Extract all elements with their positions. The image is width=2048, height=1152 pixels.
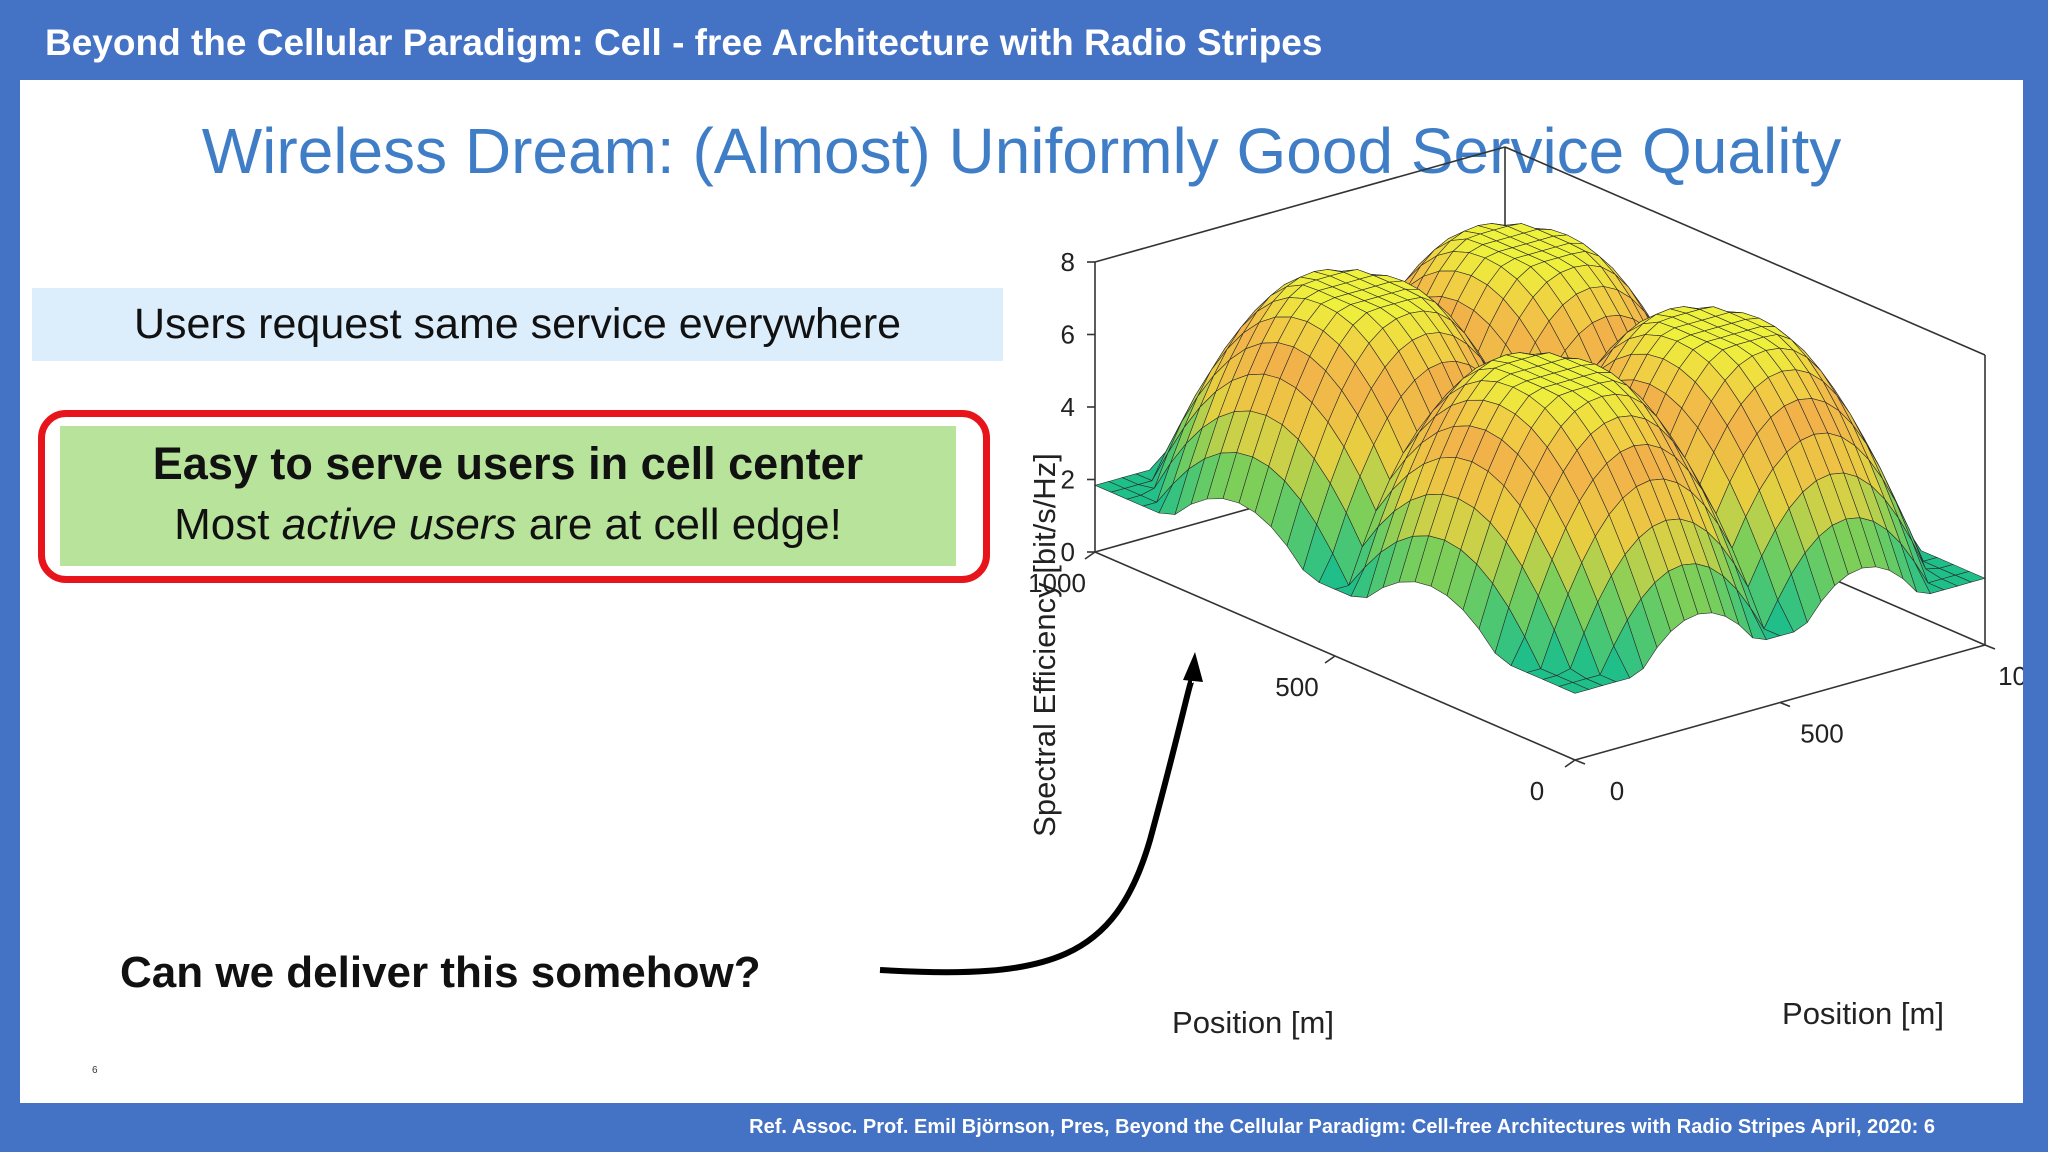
z-tick-label: 8: [1061, 247, 1075, 277]
cell-center-text: Easy to serve users in cell center: [152, 438, 864, 489]
question-text: Can we deliver this somehow?: [120, 948, 761, 997]
x-tick-label: 500: [1275, 672, 1318, 702]
x-tick-label: 0: [1530, 776, 1544, 806]
plot-surface: [1094, 223, 1986, 694]
cell-edge-text: Most active users are at cell edge!: [60, 500, 956, 550]
y-tick-label: 500: [1800, 719, 1843, 749]
presentation-title: Beyond the Cellular Paradigm: Cell - fre…: [45, 22, 1323, 63]
x-tick-mark: [1324, 655, 1336, 664]
y-tick-mark: [1779, 701, 1791, 708]
x-tick-mark: [1084, 551, 1096, 560]
cell-edge-text-a: Most: [174, 500, 282, 549]
request-text: Users request same service everywhere: [133, 300, 902, 348]
axis-edge: [1094, 146, 1506, 263]
z-tick-label: 0: [1061, 537, 1075, 567]
pointer-arrowhead: [1183, 652, 1203, 682]
footer-reference: Ref. Assoc. Prof. Emil Björnson, Pres, B…: [749, 1116, 1935, 1138]
x-axis-label: Position [m]: [1172, 1005, 1334, 1040]
surface-patch: [1558, 682, 1590, 694]
surface-plot: 0 2 4 6 8 1000 500 0 0 500 1000 Spectral Efficienc…: [879, 146, 2023, 1040]
request-callout: Users request same service everywhere: [32, 288, 1003, 361]
pointer-arrow: [879, 677, 1195, 976]
plot-ticks: 0 2 4 6 8 1000 500 0 0 500 1000: [1028, 247, 2023, 806]
highlight-outline: [38, 410, 990, 583]
y-tick-label: 1000: [1998, 661, 2023, 691]
y-axis-label: Position [m]: [1782, 996, 1944, 1031]
z-tick-label: 2: [1061, 465, 1075, 495]
z-tick-label: 6: [1061, 320, 1075, 350]
x-tick-label: 1000: [1028, 568, 1086, 598]
cell-center-callout: Easy to serve users in cell center Most …: [60, 426, 956, 566]
cell-edge-text-c: are at cell edge!: [516, 500, 842, 549]
y-tick-mark: [1574, 759, 1586, 765]
slide-number: 6: [92, 1065, 98, 1076]
axis-edge: [1504, 146, 1986, 356]
y-tick-label: 0: [1610, 776, 1624, 806]
z-axis-label: Spectral Efficiency [bit/s/Hz]: [1027, 453, 1062, 837]
slide-canvas: Wireless Dream: (Almost) Uniformly Good …: [20, 80, 2023, 1103]
cell-edge-text-emph: active users: [281, 500, 517, 549]
x-tick-mark: [1564, 759, 1576, 768]
z-tick-label: 4: [1061, 392, 1075, 422]
y-tick-mark: [1984, 644, 1996, 650]
